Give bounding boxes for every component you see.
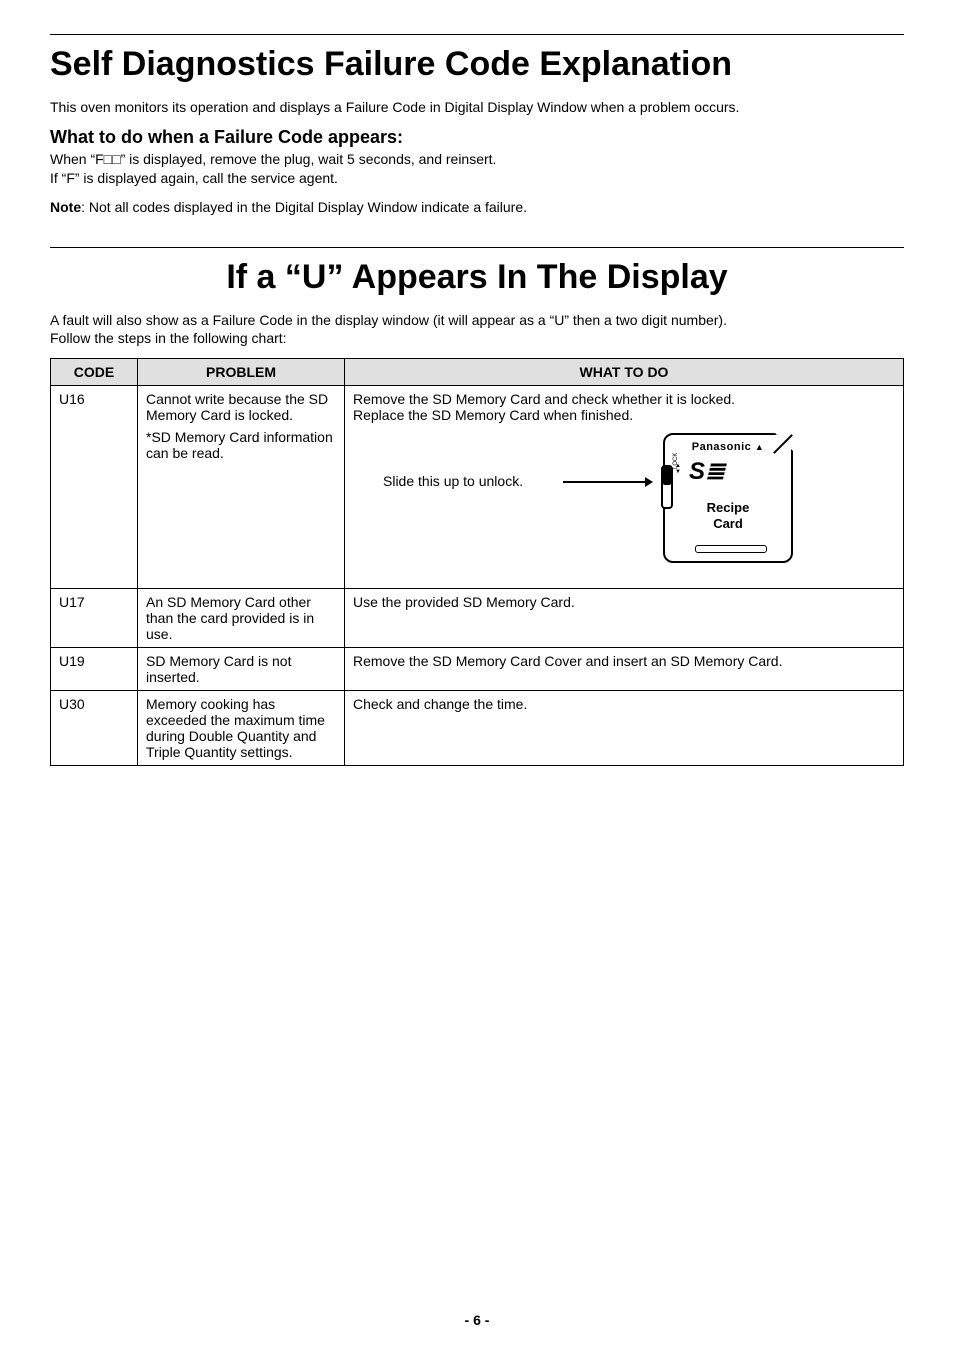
table-row: U30 Memory cooking has exceeded the maxi…	[51, 691, 904, 766]
section1-sub-line1: When “F□□” is displayed, remove the plug…	[50, 150, 904, 169]
section1-title: Self Diagnostics Failure Code Explanatio…	[50, 45, 904, 84]
slide-label: Slide this up to unlock.	[383, 473, 523, 489]
page-container: Self Diagnostics Failure Code Explanatio…	[0, 0, 954, 1348]
section2-intro2: Follow the steps in the following chart:	[50, 329, 904, 348]
table-row: U16 Cannot write because the SD Memory C…	[51, 386, 904, 589]
section1-note: Note: Not all codes displayed in the Dig…	[50, 198, 904, 217]
section2-intro1: A fault will also show as a Failure Code…	[50, 311, 904, 330]
sd-card: ▲▼ LOCK Panasonic ▲ S≣ Recipe Card	[663, 433, 793, 563]
problem-text-1: Cannot write because the SD Memory Card …	[146, 391, 328, 423]
note-label: Note	[50, 199, 81, 215]
header-problem: PROBLEM	[138, 359, 345, 386]
section1-intro: This oven monitors its operation and dis…	[50, 98, 904, 117]
what-text-2: Replace the SD Memory Card when finished…	[353, 407, 633, 423]
cell-problem: SD Memory Card is not inserted.	[138, 648, 345, 691]
header-what: WHAT TO DO	[345, 359, 904, 386]
sd-card-diagram: Slide this up to unlock. ▲▼ LOCK	[353, 433, 895, 583]
cell-code: U16	[51, 386, 138, 589]
table-header-row: CODE PROBLEM WHAT TO DO	[51, 359, 904, 386]
cell-problem: Cannot write because the SD Memory Card …	[138, 386, 345, 589]
top-rule-2	[50, 247, 904, 248]
sd-recipe-label: Recipe Card	[665, 500, 791, 531]
cell-problem: Memory cooking has exceeded the maximum …	[138, 691, 345, 766]
arrow-icon	[563, 475, 653, 489]
sd-card-lock-slider	[663, 467, 671, 485]
sd-logo: S≣	[689, 457, 791, 486]
cell-what: Remove the SD Memory Card and check whet…	[345, 386, 904, 589]
recipe-line2: Card	[713, 516, 743, 531]
note-text: : Not all codes displayed in the Digital…	[81, 199, 527, 215]
section1-subheading: What to do when a Failure Code appears:	[50, 127, 904, 148]
cell-what: Use the provided SD Memory Card.	[345, 589, 904, 648]
page-number: - 6 -	[0, 1312, 954, 1328]
table-row: U19 SD Memory Card is not inserted. Remo…	[51, 648, 904, 691]
problem-text-2: *SD Memory Card information can be read.	[146, 429, 333, 461]
header-code: CODE	[51, 359, 138, 386]
sd-brand-text: Panasonic	[692, 441, 752, 453]
codes-table: CODE PROBLEM WHAT TO DO U16 Cannot write…	[50, 358, 904, 766]
cell-code: U17	[51, 589, 138, 648]
cell-problem: An SD Memory Card other than the card pr…	[138, 589, 345, 648]
cell-code: U19	[51, 648, 138, 691]
section2-title: If a “U” Appears In The Display	[50, 258, 904, 297]
cell-what: Check and change the time.	[345, 691, 904, 766]
cell-code: U30	[51, 691, 138, 766]
brand-arrow-icon: ▲	[755, 442, 764, 452]
top-rule-1	[50, 34, 904, 35]
recipe-line1: Recipe	[707, 500, 750, 515]
table-row: U17 An SD Memory Card other than the car…	[51, 589, 904, 648]
sd-card-slot	[695, 545, 767, 553]
section1-sub-line2: If “F” is displayed again, call the serv…	[50, 169, 904, 188]
what-text-1: Remove the SD Memory Card and check whet…	[353, 391, 735, 407]
sd-lock-label: LOCK	[673, 453, 679, 469]
cell-what: Remove the SD Memory Card Cover and inse…	[345, 648, 904, 691]
